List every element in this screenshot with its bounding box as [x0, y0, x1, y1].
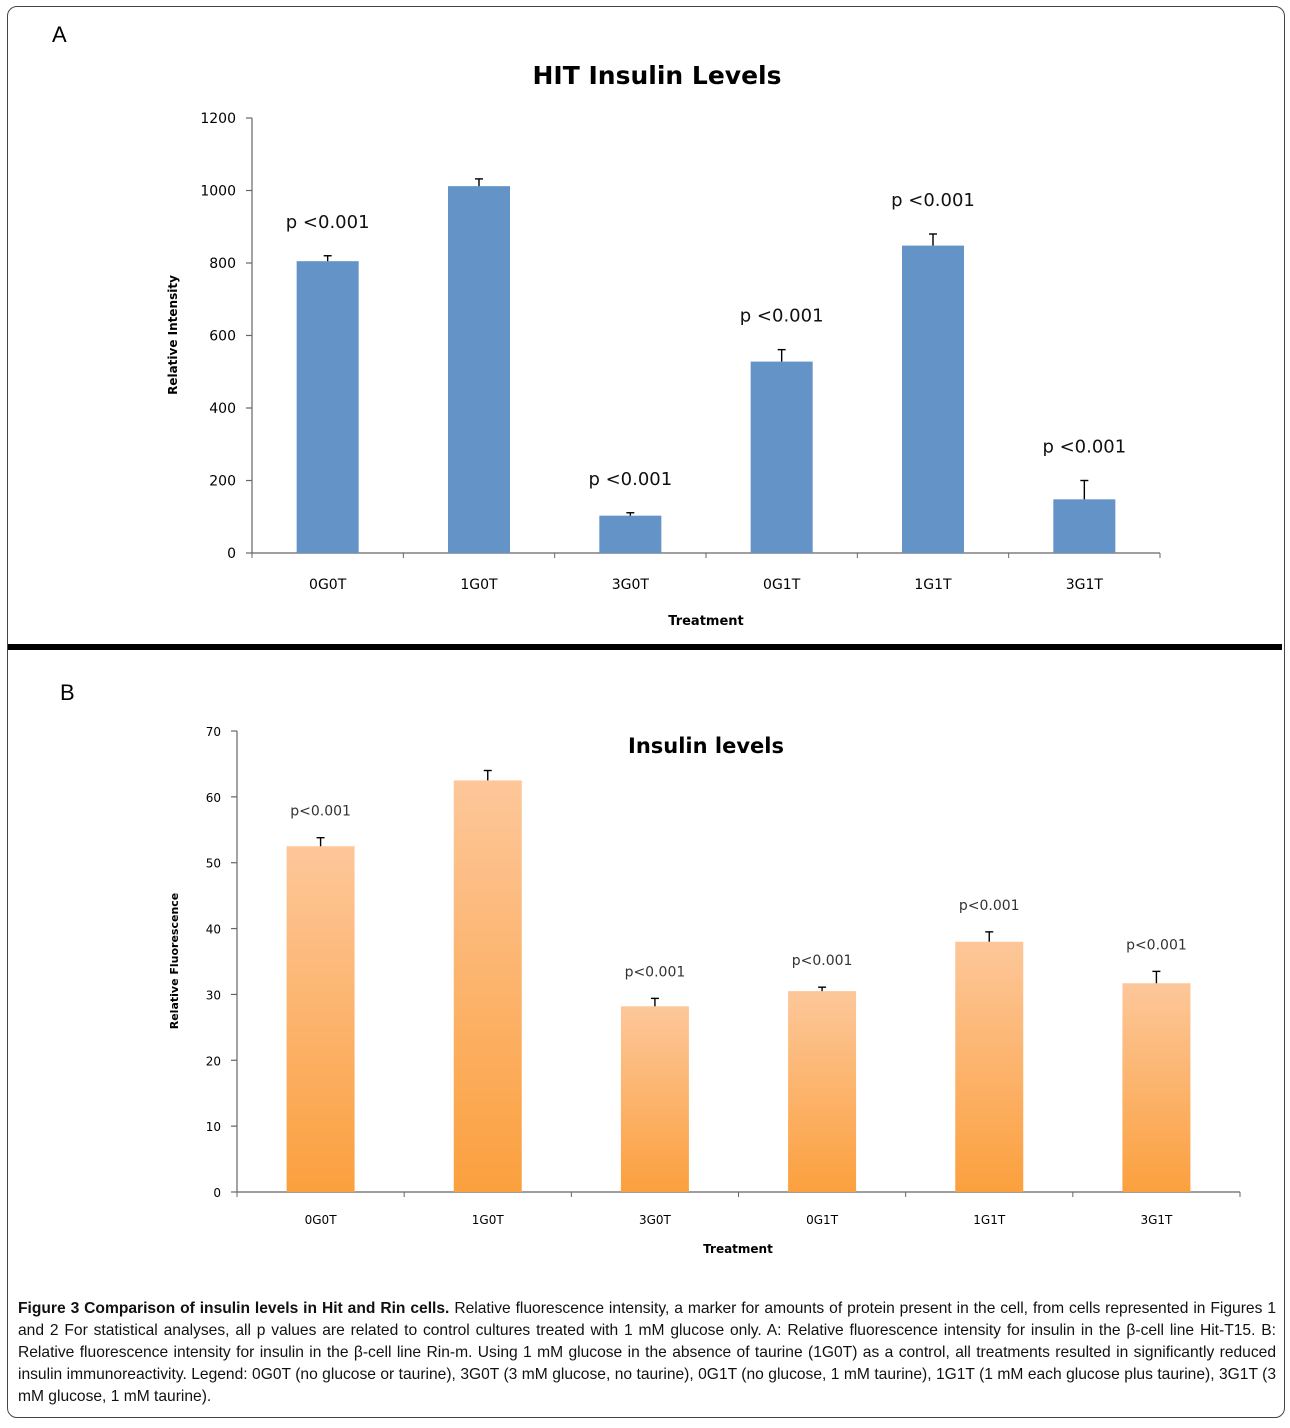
chart-a-hit-insulin: HIT Insulin Levels Relative Intensity Tr…	[166, 61, 1161, 629]
p-value-annotation-3G0T: p<0.001	[625, 964, 686, 980]
bar-0G1T	[788, 991, 857, 1192]
y-tick-label: 600	[209, 329, 236, 345]
chart-b-ylabel: Relative Fluorescence	[168, 893, 181, 1030]
x-tick-label-0G1T: 0G1T	[806, 1213, 839, 1227]
caption-title: Figure 3 Comparison of insulin levels in…	[18, 1300, 450, 1317]
bar-3G1T	[1122, 983, 1191, 1192]
y-tick-label: 400	[209, 401, 236, 417]
p-value-annotation-1G1T: p <0.001	[891, 190, 975, 211]
panel-a-label: A	[52, 22, 67, 47]
chart-a-title: HIT Insulin Levels	[533, 61, 782, 90]
bar-3G1T	[1053, 499, 1116, 553]
x-tick-label-0G0T: 0G0T	[305, 1213, 338, 1227]
y-tick-label: 0	[213, 1186, 221, 1200]
chart-b-title: Insulin levels	[628, 734, 784, 758]
bar-0G1T	[750, 361, 813, 553]
p-value-annotation-3G1T: p <0.001	[1042, 437, 1126, 458]
figure-frame	[7, 6, 1285, 1418]
bar-0G0T	[296, 261, 359, 553]
x-tick-label-1G0T: 1G0T	[460, 577, 498, 593]
bar-1G1T	[955, 941, 1024, 1192]
p-value-annotation-0G1T: p <0.001	[740, 306, 824, 327]
x-tick-label-3G1T: 3G1T	[1140, 1213, 1173, 1227]
p-value-annotation-3G1T: p<0.001	[1126, 937, 1187, 953]
p-value-annotation-1G1T: p<0.001	[959, 898, 1020, 914]
panel-b-label: B	[60, 680, 75, 705]
x-tick-label-3G0T: 3G0T	[639, 1213, 672, 1227]
p-value-annotation-0G1T: p<0.001	[792, 953, 853, 969]
x-tick-label-3G0T: 3G0T	[612, 577, 650, 593]
y-tick-label: 50	[206, 857, 221, 871]
chart-b-rin-insulin: Insulin levels Relative Fluorescence Tre…	[168, 725, 1241, 1256]
p-value-annotation-0G0T: p <0.001	[286, 212, 370, 233]
y-tick-label: 1000	[200, 184, 236, 200]
x-tick-label-1G1T: 1G1T	[914, 577, 952, 593]
figure-caption: Figure 3 Comparison of insulin levels in…	[18, 1298, 1276, 1408]
y-tick-label: 30	[206, 988, 221, 1002]
y-tick-label: 800	[209, 256, 236, 272]
chart-a-ylabel: Relative Intensity	[166, 275, 180, 395]
bar-1G0T	[448, 186, 510, 553]
x-tick-label-0G0T: 0G0T	[309, 577, 347, 593]
bar-3G0T	[599, 515, 662, 553]
x-tick-label-1G1T: 1G1T	[973, 1213, 1006, 1227]
panel-divider	[8, 644, 1282, 650]
y-tick-label: 40	[206, 923, 221, 937]
y-tick-label: 20	[206, 1054, 221, 1068]
x-tick-label-0G1T: 0G1T	[763, 577, 801, 593]
chart-a-xlabel: Treatment	[668, 614, 744, 629]
caption-body: Relative fluorescence intensity, a marke…	[18, 1300, 1276, 1405]
bar-1G0T	[453, 780, 522, 1192]
bar-0G0T	[286, 846, 355, 1192]
x-tick-label-3G1T: 3G1T	[1066, 577, 1104, 593]
x-tick-label-1G0T: 1G0T	[472, 1213, 505, 1227]
y-tick-label: 70	[206, 725, 221, 739]
y-tick-label: 10	[206, 1120, 221, 1134]
bar-1G1T	[902, 245, 964, 553]
y-tick-label: 0	[227, 546, 236, 562]
chart-b-xlabel: Treatment	[703, 1242, 773, 1256]
p-value-annotation-0G0T: p<0.001	[290, 804, 351, 820]
y-tick-label: 200	[209, 474, 236, 490]
p-value-annotation-3G0T: p <0.001	[588, 469, 672, 490]
bar-3G0T	[620, 1006, 689, 1192]
y-tick-label: 60	[206, 791, 221, 805]
y-tick-label: 1200	[200, 111, 236, 127]
